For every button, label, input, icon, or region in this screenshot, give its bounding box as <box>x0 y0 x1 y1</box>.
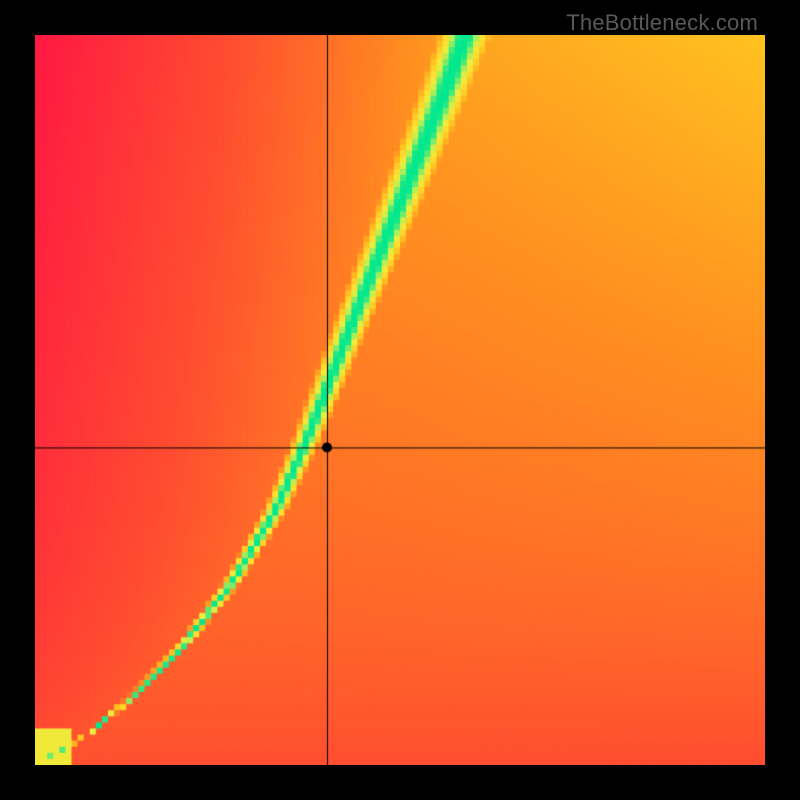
heatmap-canvas <box>35 35 765 765</box>
chart-container: TheBottleneck.com <box>0 0 800 800</box>
watermark-label: TheBottleneck.com <box>566 10 758 36</box>
